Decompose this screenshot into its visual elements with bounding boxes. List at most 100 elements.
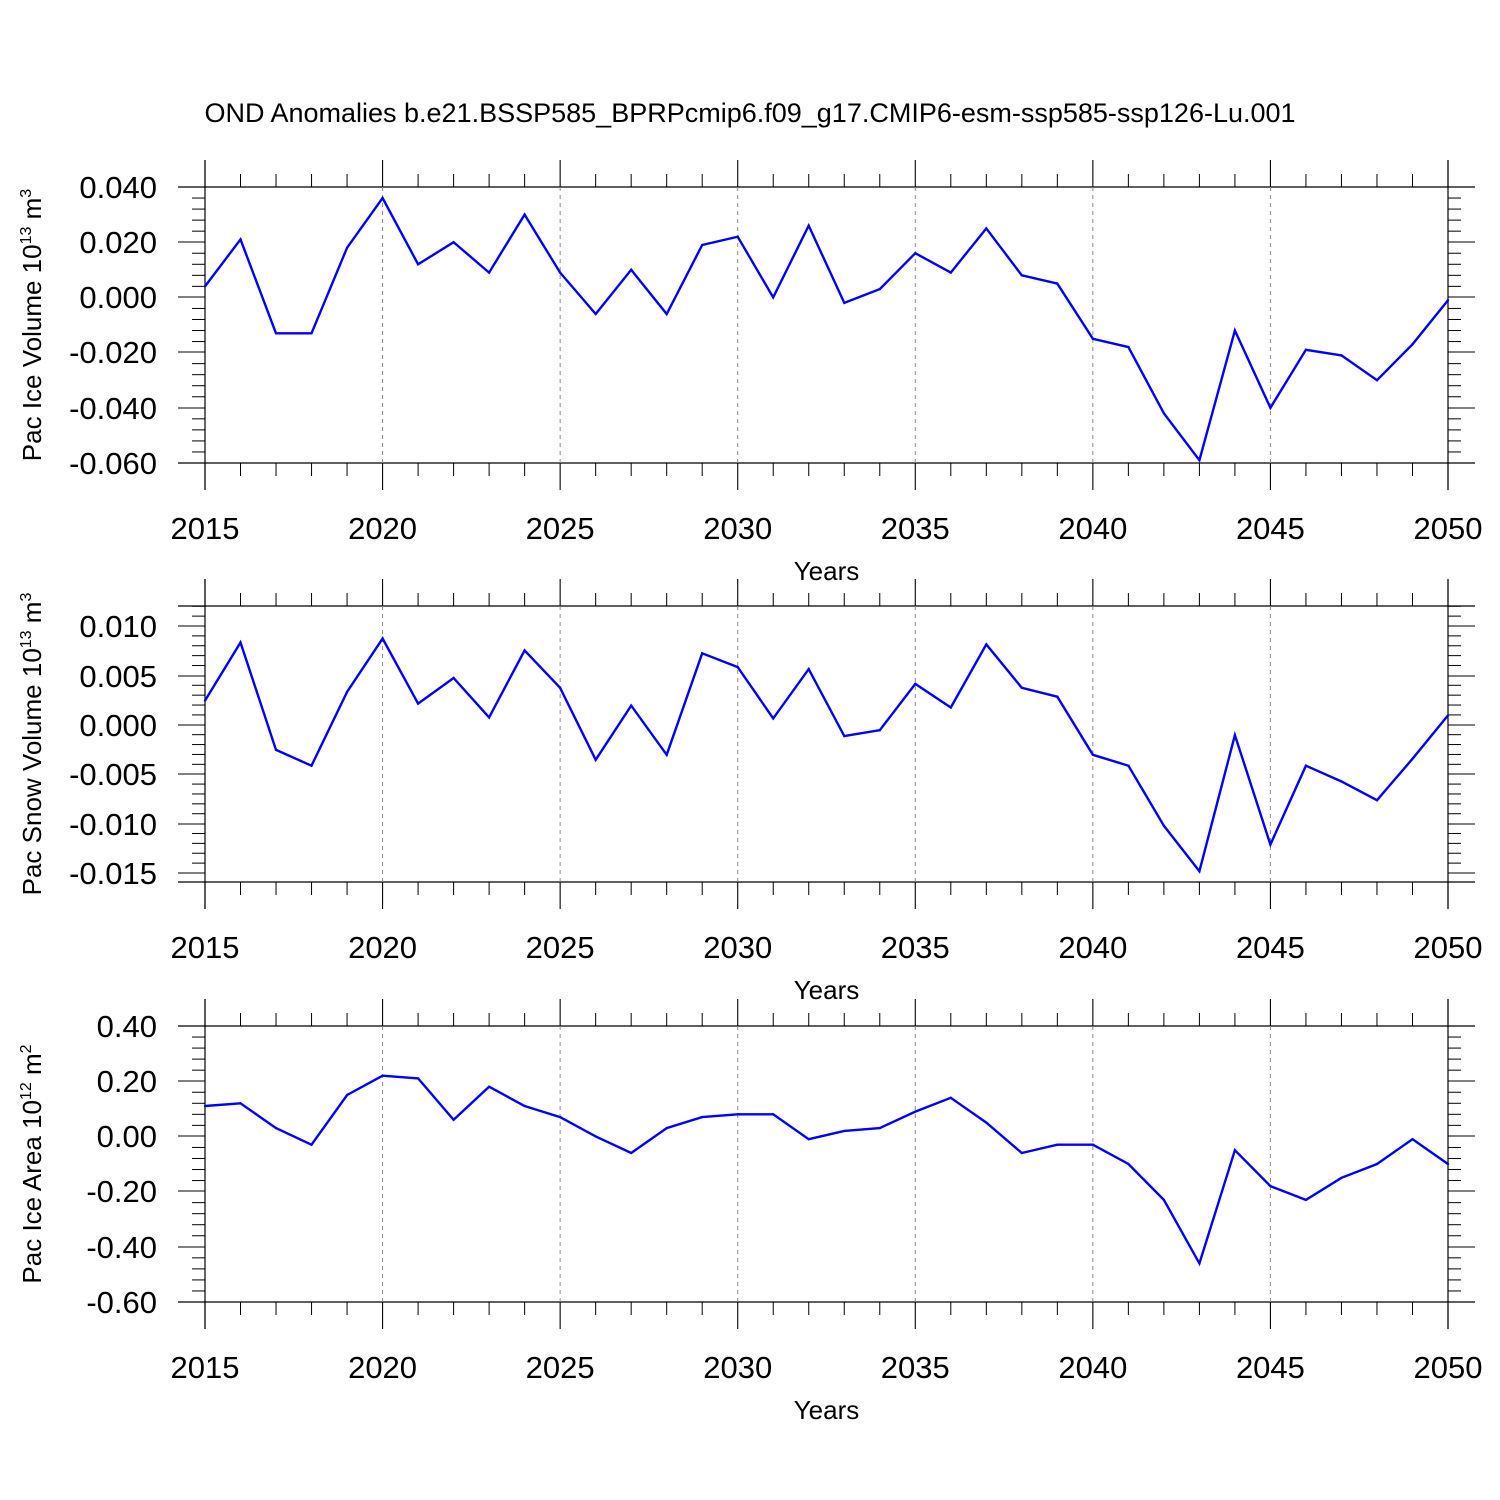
- data-point: [985, 227, 988, 230]
- chart-panel-1: 2015 2020 2025 2030 2035 2040 2045 2050 0.040 0.0…: [17, 160, 1482, 586]
- data-point: [1056, 695, 1059, 698]
- data-point: [1091, 337, 1095, 340]
- data-point: [630, 1151, 633, 1155]
- x-axis-title: Years: [794, 975, 860, 1005]
- data-point: [310, 1143, 313, 1146]
- x-tick-label: 2050: [1414, 1350, 1483, 1385]
- y-axis-title-superscript: 3: [18, 189, 35, 198]
- data-point: [985, 643, 988, 646]
- data-point: [1411, 343, 1414, 346]
- x-tick-label: 2030: [703, 1350, 772, 1385]
- y-tick-label: -0.005: [69, 757, 157, 792]
- data-point: [736, 665, 739, 669]
- data-point: [203, 285, 207, 288]
- y-axis-title-superscript: 13: [18, 630, 35, 648]
- data-point: [381, 1074, 384, 1077]
- data-point: [310, 764, 313, 767]
- data-point: [523, 1104, 526, 1108]
- x-tick-label: 2035: [881, 1350, 950, 1385]
- y-tick-label: 0.20: [97, 1064, 157, 1099]
- data-point: [274, 332, 278, 335]
- data-point: [1269, 406, 1272, 409]
- data-point: [381, 637, 384, 640]
- chart-panel-2: 2015 2020 2025 2030 2035 2040 2045 2050 0.010 0.0…: [17, 579, 1482, 1005]
- y-axis-title-superscript: 2: [18, 1044, 35, 1053]
- data-point: [1198, 870, 1201, 873]
- y-axis-title-text: Pac Ice Volume 10: [17, 244, 47, 461]
- data-point: [1304, 348, 1308, 351]
- x-tick-label: 2015: [171, 511, 240, 546]
- data-point: [985, 1121, 988, 1124]
- y-tick-label: 0.020: [79, 225, 157, 260]
- y-axis-title-superscript: 12: [18, 1082, 35, 1100]
- x-tick-label: 2025: [526, 930, 595, 965]
- data-point: [1340, 1176, 1343, 1180]
- x-tick-label: 2045: [1236, 1350, 1305, 1385]
- data-point: [203, 699, 207, 702]
- data-point: [239, 641, 242, 644]
- data-point: [1091, 753, 1095, 756]
- y-axis-title-text: Pac Ice Area 10: [17, 1100, 47, 1284]
- data-point: [665, 312, 668, 316]
- series-line: [204, 1074, 1449, 1267]
- data-point: [523, 649, 526, 652]
- data-point: [345, 690, 349, 693]
- x-tick-label: 2045: [1236, 930, 1305, 965]
- data-point: [1020, 1151, 1023, 1155]
- data-point: [1233, 733, 1237, 737]
- data-point: [772, 717, 775, 720]
- data-point: [736, 235, 739, 238]
- data-point: [558, 1115, 562, 1119]
- data-point: [1127, 1162, 1130, 1166]
- x-tick-label: 2045: [1236, 511, 1305, 546]
- data-point: [1162, 824, 1166, 827]
- data-point: [878, 287, 881, 291]
- x-tick-label: 2035: [881, 511, 950, 546]
- chart-panel-3: 2015 2020 2025 2030 2035 2040 2045 2050 0.40 0.20…: [17, 999, 1482, 1425]
- x-tick-label: 2030: [703, 930, 772, 965]
- x-tick-label: 2020: [348, 511, 417, 546]
- data-point: [594, 758, 597, 761]
- data-point: [1446, 1162, 1450, 1166]
- data-point: [1411, 757, 1414, 760]
- data-point: [239, 1102, 242, 1105]
- data-point: [1127, 345, 1130, 349]
- data-point: [1233, 1149, 1237, 1152]
- x-tick-label: 2040: [1058, 930, 1127, 965]
- data-point: [843, 301, 846, 305]
- y-axis-title-superscript: 13: [18, 226, 35, 244]
- y-tick-label: 0.40: [97, 1009, 157, 1044]
- y-tick-label: -0.040: [69, 391, 157, 426]
- y-axis-title-text: m: [17, 1053, 47, 1082]
- data-point: [1020, 686, 1023, 689]
- y-tick-label: -0.015: [69, 856, 157, 891]
- y-tick-label: 0.040: [79, 170, 157, 205]
- data-point: [1127, 764, 1130, 767]
- data-point: [452, 1118, 455, 1122]
- x-tick-label: 2040: [1058, 511, 1127, 546]
- x-tick-label: 2020: [348, 1350, 417, 1385]
- y-axis-title-text: Pac Snow Volume 10: [17, 648, 47, 895]
- data-point: [807, 667, 810, 671]
- x-axis-title: Years: [794, 1395, 860, 1425]
- y-tick-label: -0.020: [69, 335, 157, 370]
- data-point: [416, 1077, 420, 1080]
- y-axis-title-text: m: [17, 198, 47, 227]
- data-point: [772, 1113, 775, 1116]
- data-point: [203, 1104, 207, 1108]
- data-point: [1198, 459, 1201, 462]
- data-point: [1056, 282, 1059, 285]
- x-tick-label: 2050: [1414, 930, 1483, 965]
- data-point: [1375, 799, 1379, 802]
- x-tick-label: 2015: [171, 930, 240, 965]
- data-point: [345, 246, 349, 249]
- data-point: [381, 196, 384, 200]
- data-point: [1269, 843, 1272, 846]
- data-point: [416, 702, 420, 705]
- data-point: [594, 312, 597, 316]
- data-point: [701, 652, 704, 655]
- data-point: [665, 1126, 668, 1130]
- data-point: [878, 729, 881, 732]
- x-tick-label: 2050: [1414, 511, 1483, 546]
- x-tick-label: 2035: [881, 930, 950, 965]
